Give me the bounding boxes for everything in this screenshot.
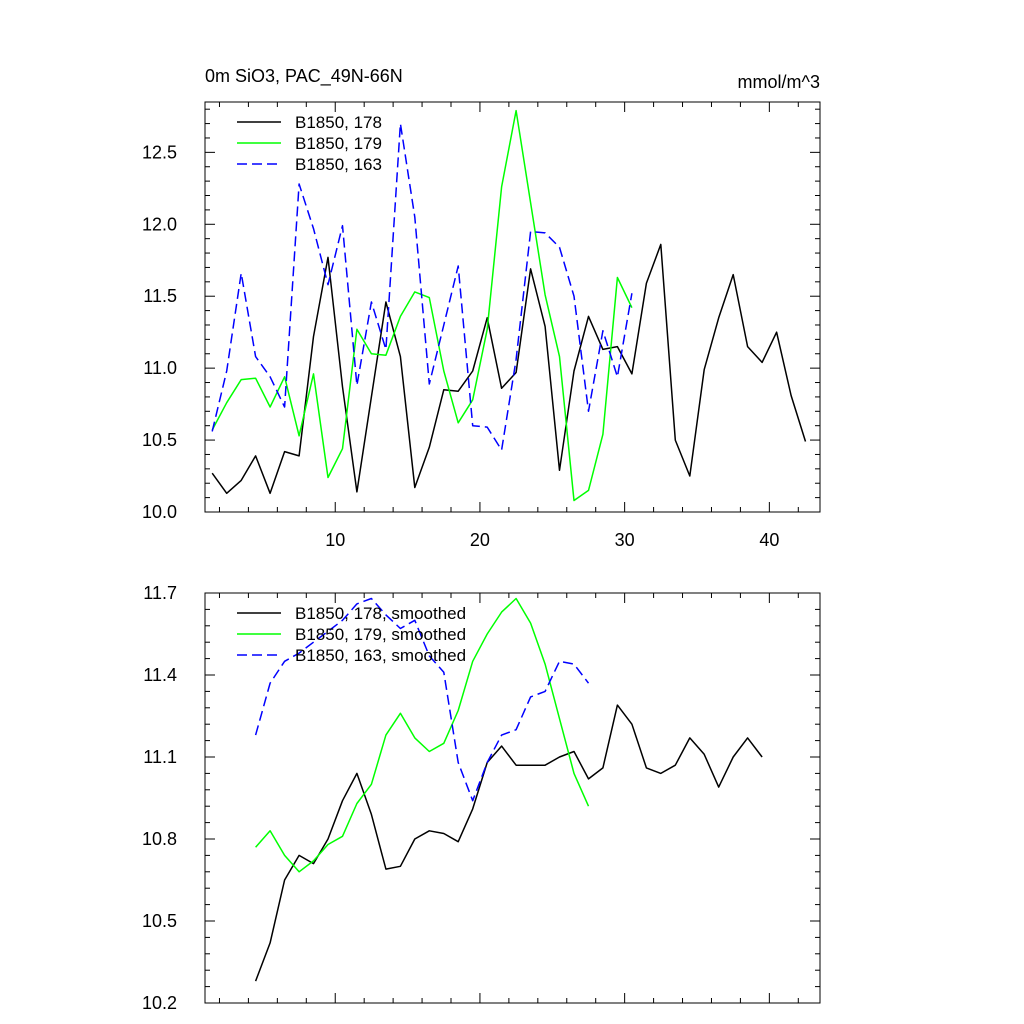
y-tick-label: 11.0	[143, 358, 177, 378]
series-line	[254, 597, 590, 802]
y-tick-label: 10.8	[142, 829, 177, 849]
y-tick-label: 10.2	[142, 993, 177, 1013]
legend-label: B1850, 163	[295, 155, 382, 174]
y-tick-label: 10.5	[142, 430, 177, 450]
units-label: mmol/m^3	[738, 72, 820, 92]
x-tick-label: 10	[325, 530, 345, 550]
y-tick-label: 12.5	[142, 142, 177, 162]
legend-label: B1850, 178, smoothed	[295, 604, 466, 623]
y-tick-label: 12.0	[142, 214, 177, 234]
y-tick-label: 11.7	[143, 583, 177, 603]
y-tick-label: 11.1	[143, 747, 177, 767]
series-line	[211, 122, 633, 451]
x-tick-label: 30	[615, 530, 635, 550]
bottom-panel: 10.2 10.5 10.8 11.1 11.4 11.7 B1850, 178, smoo…	[142, 583, 821, 1013]
series-line	[254, 704, 763, 982]
series-line	[211, 243, 807, 495]
y-tick-label: 11.4	[143, 665, 177, 685]
plot-frame	[204, 592, 821, 1004]
x-tick-label: 20	[470, 530, 490, 550]
legend-label: B1850, 178	[295, 113, 382, 132]
legend-label: B1850, 163, smoothed	[295, 646, 466, 665]
top-panel: 10 20 30 40 10.0 10.5 11.0 11.5 12.0 12.5 0m SiO3,…	[142, 66, 821, 550]
legend-label: B1850, 179	[295, 134, 382, 153]
y-tick-label: 11.5	[143, 286, 177, 306]
chart-title: 0m SiO3, PAC_49N-66N	[205, 66, 403, 87]
y-tick-label: 10.0	[142, 502, 177, 522]
series-line	[255, 597, 590, 873]
x-tick-label: 40	[759, 530, 779, 550]
legend-label: B1850, 179, smoothed	[295, 625, 466, 644]
plot-frame	[204, 101, 821, 513]
y-tick-label: 10.5	[142, 911, 177, 931]
